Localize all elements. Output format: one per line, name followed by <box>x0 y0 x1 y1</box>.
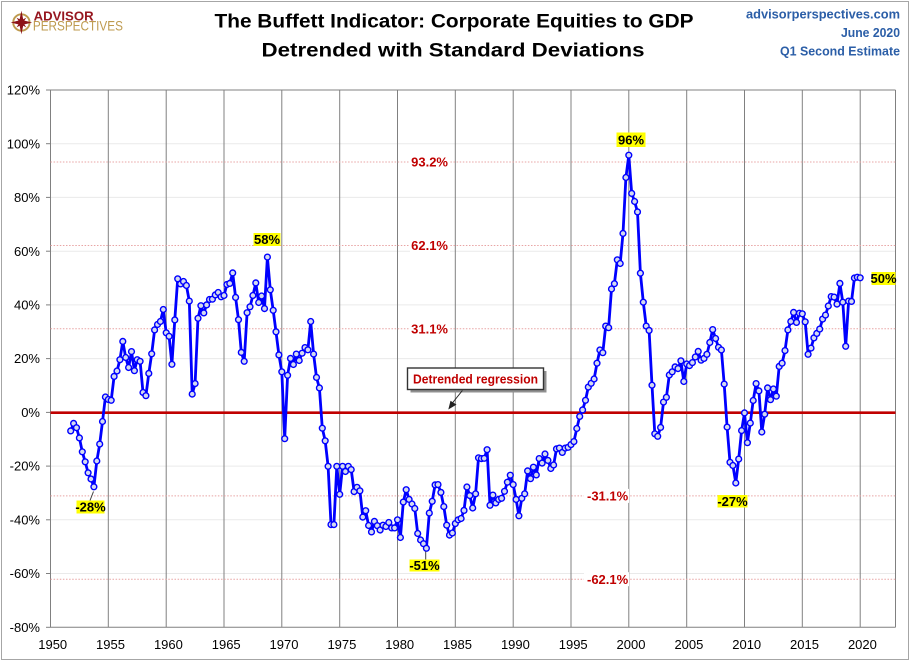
svg-text:58%: 58% <box>254 232 280 247</box>
svg-text:-60%: -60% <box>10 566 41 581</box>
svg-text:-80%: -80% <box>10 620 41 635</box>
svg-text:1960: 1960 <box>154 637 183 652</box>
svg-text:40%: 40% <box>14 298 40 313</box>
svg-text:-62.1%: -62.1% <box>587 572 629 587</box>
svg-text:Detrended with Standard Deviat: Detrended with Standard Deviations <box>262 40 645 61</box>
svg-text:62.1%: 62.1% <box>411 238 448 253</box>
svg-text:1990: 1990 <box>501 637 530 652</box>
svg-text:60%: 60% <box>14 244 40 259</box>
svg-text:1985: 1985 <box>443 637 472 652</box>
svg-text:120%: 120% <box>7 83 41 98</box>
svg-text:93.2%: 93.2% <box>411 155 448 170</box>
svg-text:-28%: -28% <box>75 500 106 515</box>
svg-text:100%: 100% <box>7 136 41 151</box>
svg-text:80%: 80% <box>14 190 40 205</box>
svg-text:June 2020: June 2020 <box>841 25 900 40</box>
svg-text:1955: 1955 <box>96 637 125 652</box>
svg-text:1995: 1995 <box>559 637 588 652</box>
svg-text:-20%: -20% <box>10 459 41 474</box>
svg-text:1950: 1950 <box>38 637 67 652</box>
svg-text:1975: 1975 <box>327 637 356 652</box>
svg-text:The Buffett Indicator: Corpora: The Buffett Indicator: Corporate Equitie… <box>215 11 694 32</box>
svg-text:20%: 20% <box>14 351 40 366</box>
svg-text:-31.1%: -31.1% <box>587 489 629 504</box>
svg-text:2005: 2005 <box>674 637 703 652</box>
svg-text:ADVISOR: ADVISOR <box>34 9 94 23</box>
svg-text:2000: 2000 <box>617 637 646 652</box>
svg-text:-51%: -51% <box>409 558 440 573</box>
svg-text:1970: 1970 <box>270 637 299 652</box>
svg-text:31.1%: 31.1% <box>411 321 448 336</box>
svg-text:2010: 2010 <box>732 637 761 652</box>
svg-text:Q1 Second Estimate: Q1 Second Estimate <box>780 44 900 59</box>
svg-text:advisorperspectives.com: advisorperspectives.com <box>746 7 900 22</box>
svg-text:1980: 1980 <box>385 637 414 652</box>
svg-text:1965: 1965 <box>212 637 241 652</box>
svg-text:50%: 50% <box>870 271 896 286</box>
svg-text:-27%: -27% <box>717 494 748 509</box>
svg-text:Detrended regression: Detrended regression <box>413 372 538 387</box>
svg-text:2020: 2020 <box>848 637 877 652</box>
svg-text:2015: 2015 <box>790 637 819 652</box>
svg-text:-40%: -40% <box>10 512 41 527</box>
svg-text:96%: 96% <box>618 132 644 147</box>
svg-text:PERSPECTIVES: PERSPECTIVES <box>33 19 123 34</box>
svg-text:0%: 0% <box>21 405 40 420</box>
